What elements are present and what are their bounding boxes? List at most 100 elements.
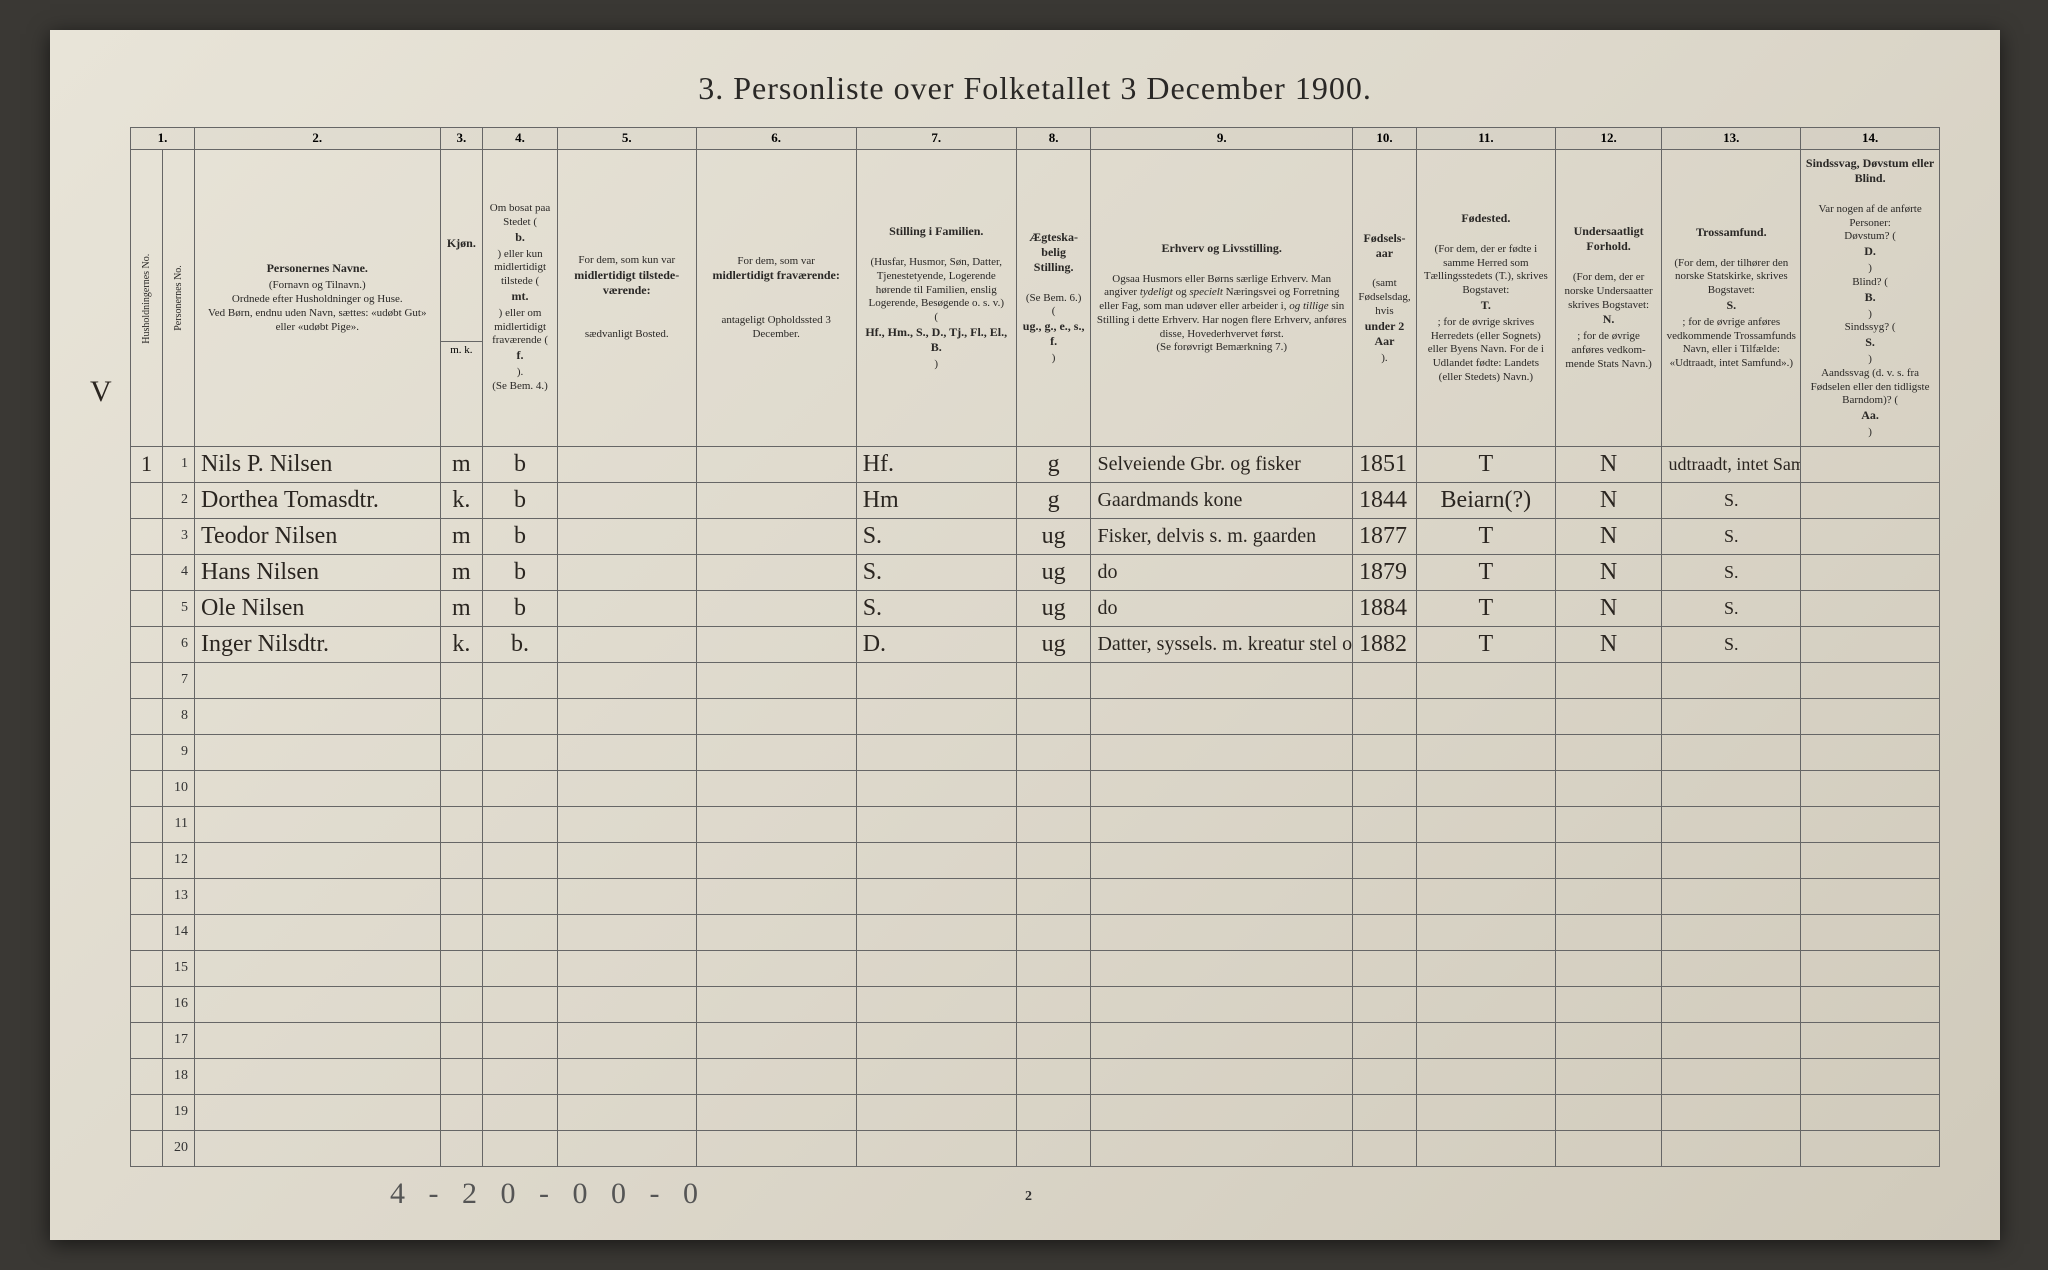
table-row: 13: [131, 878, 1940, 914]
cell-marital: ug: [1016, 590, 1091, 626]
cell-person-no: 13: [163, 878, 195, 914]
cell-birthyear: [1352, 914, 1416, 950]
cell-person-no: 1: [163, 446, 195, 482]
cell-temp-absent: [696, 698, 856, 734]
cell-marital: ug: [1016, 554, 1091, 590]
cell-hh: [131, 1094, 163, 1130]
cell-occupation: [1091, 770, 1352, 806]
cell-nationality: [1555, 986, 1662, 1022]
cell-nationality: N: [1555, 626, 1662, 662]
cell-temp-absent: [696, 914, 856, 950]
table-row: 19: [131, 1094, 1940, 1130]
cell-residence: [483, 914, 558, 950]
cell-marital: ug: [1016, 518, 1091, 554]
header-nationality: Undersaatligt Forhold.(For dem, der er n…: [1555, 150, 1662, 447]
cell-temp-present: [557, 590, 696, 626]
cell-sex: m: [440, 554, 483, 590]
cell-family-pos: [856, 842, 1016, 878]
cell-religion: S.: [1662, 590, 1801, 626]
cell-residence: [483, 1022, 558, 1058]
cell-marital: [1016, 1094, 1091, 1130]
cell-marital: g: [1016, 482, 1091, 518]
cell-birthyear: [1352, 662, 1416, 698]
cell-birthplace: [1416, 662, 1555, 698]
header-sex: Kjøn.: [440, 150, 483, 342]
cell-temp-absent: [696, 554, 856, 590]
header-birthplace: Fødested.(For dem, der er fødte i samme …: [1416, 150, 1555, 447]
cell-temp-present: [557, 734, 696, 770]
colnum-10: 10.: [1352, 128, 1416, 150]
cell-temp-absent: [696, 1022, 856, 1058]
cell-residence: b: [483, 554, 558, 590]
cell-religion: S.: [1662, 554, 1801, 590]
cell-name: [195, 734, 440, 770]
cell-hh: [131, 1130, 163, 1166]
cell-nationality: [1555, 662, 1662, 698]
cell-temp-absent: [696, 878, 856, 914]
header-temp-present: For dem, som kun var midlertidigt tilste…: [557, 150, 696, 447]
cell-temp-present: [557, 518, 696, 554]
cell-occupation: [1091, 842, 1352, 878]
cell-family-pos: [856, 950, 1016, 986]
cell-family-pos: [856, 698, 1016, 734]
cell-family-pos: S.: [856, 518, 1016, 554]
cell-birthyear: 1877: [1352, 518, 1416, 554]
cell-occupation: [1091, 1022, 1352, 1058]
table-row: 12: [131, 842, 1940, 878]
table-row: 9: [131, 734, 1940, 770]
cell-person-no: 17: [163, 1022, 195, 1058]
cell-residence: b: [483, 446, 558, 482]
cell-birthplace: [1416, 878, 1555, 914]
cell-disability: [1801, 1094, 1940, 1130]
table-row: 17: [131, 1022, 1940, 1058]
cell-birthyear: [1352, 1094, 1416, 1130]
cell-nationality: [1555, 806, 1662, 842]
cell-person-no: 15: [163, 950, 195, 986]
cell-sex: [440, 698, 483, 734]
cell-temp-absent: [696, 734, 856, 770]
colnum-9: 9.: [1091, 128, 1352, 150]
cell-religion: udtraadt, intet Samfund: [1662, 446, 1801, 482]
cell-name: Inger Nilsdtr.: [195, 626, 440, 662]
cell-temp-absent: [696, 482, 856, 518]
cell-temp-present: [557, 482, 696, 518]
cell-occupation: do: [1091, 590, 1352, 626]
cell-occupation: [1091, 1130, 1352, 1166]
cell-sex: [440, 806, 483, 842]
cell-occupation: [1091, 878, 1352, 914]
cell-hh: [131, 842, 163, 878]
cell-marital: [1016, 842, 1091, 878]
cell-name: Teodor Nilsen: [195, 518, 440, 554]
cell-sex: k.: [440, 482, 483, 518]
cell-person-no: 9: [163, 734, 195, 770]
table-row: 16: [131, 986, 1940, 1022]
cell-nationality: N: [1555, 554, 1662, 590]
cell-birthplace: T: [1416, 626, 1555, 662]
cell-temp-present: [557, 950, 696, 986]
cell-temp-absent: [696, 1094, 856, 1130]
cell-temp-absent: [696, 590, 856, 626]
cell-marital: ug: [1016, 626, 1091, 662]
cell-temp-present: [557, 770, 696, 806]
column-number-row: 1. 2. 3. 4. 5. 6. 7. 8. 9. 10. 11. 12. 1…: [131, 128, 1940, 150]
cell-person-no: 18: [163, 1058, 195, 1094]
cell-nationality: [1555, 1130, 1662, 1166]
cell-temp-absent: [696, 1058, 856, 1094]
cell-religion: [1662, 734, 1801, 770]
cell-religion: [1662, 662, 1801, 698]
cell-sex: [440, 914, 483, 950]
cell-hh: [131, 986, 163, 1022]
cell-family-pos: [856, 1130, 1016, 1166]
header-person-no: Personernes No.: [163, 150, 195, 447]
cell-birthyear: [1352, 1022, 1416, 1058]
cell-religion: [1662, 1130, 1801, 1166]
cell-sex: [440, 662, 483, 698]
cell-occupation: [1091, 806, 1352, 842]
cell-residence: [483, 698, 558, 734]
cell-sex: [440, 986, 483, 1022]
cell-religion: [1662, 698, 1801, 734]
cell-hh: [131, 698, 163, 734]
cell-disability: [1801, 554, 1940, 590]
table-row: 20: [131, 1130, 1940, 1166]
cell-birthplace: [1416, 986, 1555, 1022]
